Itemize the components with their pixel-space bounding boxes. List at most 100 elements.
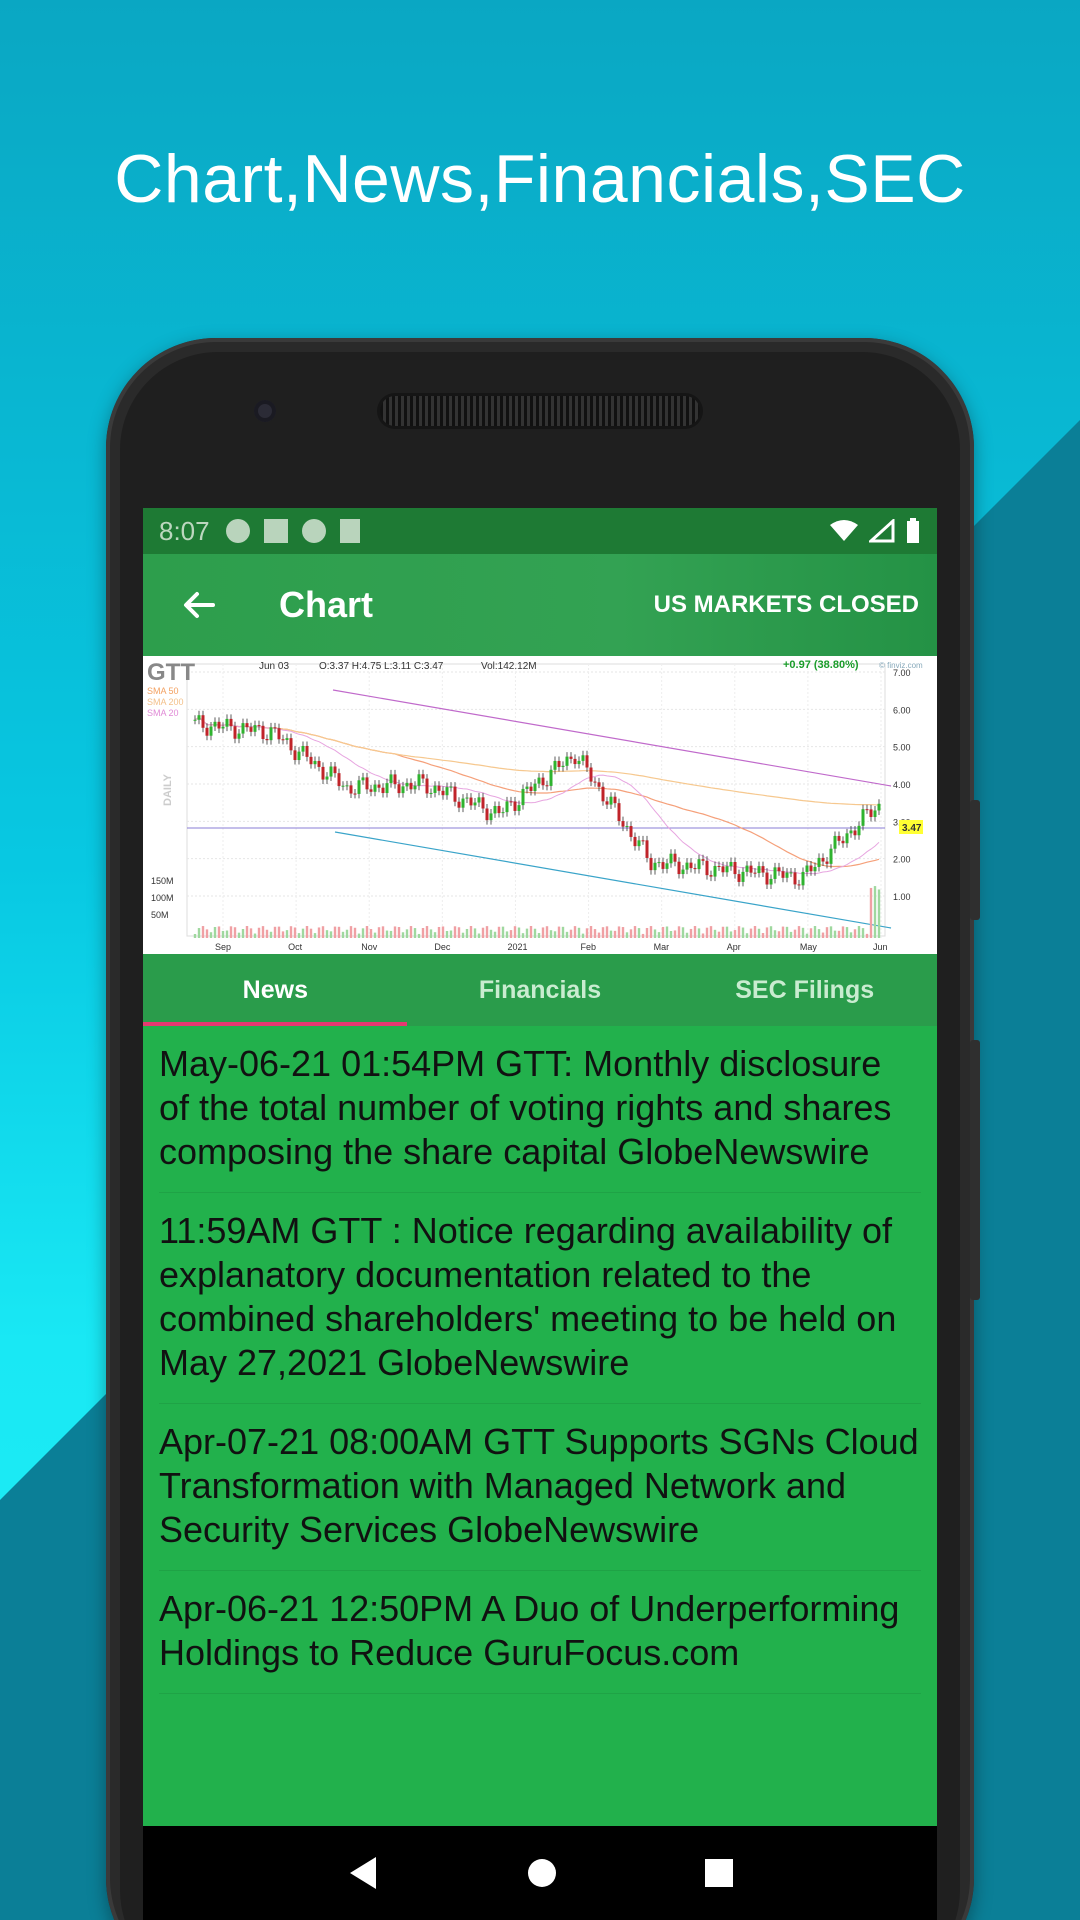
volume-bar [741, 927, 745, 938]
volume-bar [441, 926, 445, 938]
candle [805, 865, 809, 872]
candle [229, 718, 233, 727]
phone-screen: 8:07 Chart US MARKETS CLOSED [143, 508, 937, 1920]
candle [661, 862, 665, 869]
candle [541, 777, 545, 786]
candle [777, 867, 781, 872]
sync-icon [301, 519, 326, 543]
volume-bar [753, 926, 757, 938]
volume-bar [729, 931, 733, 938]
nav-back-icon[interactable] [346, 1855, 380, 1891]
volume-bar [777, 931, 781, 938]
candle [353, 793, 357, 795]
candle [257, 725, 261, 727]
candle [429, 792, 433, 794]
news-item[interactable]: 11:59AM GTT : Notice regarding availabil… [159, 1193, 921, 1404]
candle [685, 862, 689, 870]
volume-bar [217, 926, 221, 938]
candle [237, 733, 241, 739]
volume-bar [641, 933, 645, 938]
volume-bar [873, 886, 877, 938]
sma-200-label: SMA 200 [147, 697, 184, 707]
volume-bar [209, 932, 213, 938]
volume-bar [361, 928, 365, 938]
candle [417, 774, 421, 786]
sd-card-icon [339, 519, 360, 543]
back-arrow-icon[interactable] [179, 585, 219, 625]
system-nav-bar [143, 1826, 937, 1920]
candle [565, 756, 569, 766]
volume-bar [609, 930, 613, 938]
candle [589, 767, 593, 782]
candle [645, 840, 649, 858]
volume-bar [341, 931, 345, 938]
volume-bar [581, 933, 585, 938]
volume-bar [801, 927, 805, 938]
candle [733, 862, 737, 875]
volume-bar [713, 929, 717, 938]
candle [653, 862, 657, 871]
volume-bar [273, 926, 277, 938]
volume-bar [573, 926, 577, 938]
candle [333, 766, 337, 774]
nav-home-icon[interactable] [525, 1856, 559, 1890]
phone-volume-button [970, 800, 980, 920]
news-item[interactable]: Apr-06-21 12:50PM A Duo of Underperformi… [159, 1571, 921, 1694]
nav-recents-icon[interactable] [704, 1858, 734, 1888]
candle [261, 725, 265, 739]
candle [205, 727, 209, 736]
news-item[interactable]: Apr-07-21 08:00AM GTT Supports SGNs Clou… [159, 1404, 921, 1571]
candle [709, 875, 713, 877]
news-list: May-06-21 01:54PM GTT: Monthly disclosur… [143, 1026, 937, 1694]
candle [265, 738, 269, 741]
volume-bar [817, 929, 821, 938]
volume-bar [301, 928, 305, 938]
volume-bar [261, 926, 265, 938]
volume-bar [461, 932, 465, 938]
news-item[interactable]: May-06-21 01:54PM GTT: Monthly disclosur… [159, 1026, 921, 1193]
candle [297, 751, 301, 761]
candle [209, 726, 213, 736]
y-tick-label: 7.00 [893, 668, 911, 678]
tab-financials[interactable]: Financials [478, 975, 602, 1004]
candle [769, 878, 773, 885]
volume-bar [333, 926, 337, 938]
candle [253, 725, 257, 732]
candle [861, 809, 865, 826]
tab-news[interactable]: News [242, 975, 308, 1004]
candle [381, 787, 385, 794]
tab-bar: News Financials SEC Filings [143, 954, 937, 1026]
candle [785, 872, 789, 878]
candle [693, 868, 697, 870]
y-tick-label: 2.00 [893, 855, 911, 865]
stock-chart[interactable]: GTT Jun 03 O:3.37 H:4.75 L:3.11 C:3.47 V… [143, 656, 937, 954]
candle [453, 786, 457, 802]
volume-bar [565, 931, 569, 938]
volume-bar [797, 926, 801, 938]
volume-bar [297, 933, 301, 938]
volume-bar [309, 928, 313, 938]
volume-bar [501, 926, 505, 938]
candle [857, 825, 861, 836]
settings-icon [225, 519, 250, 543]
tab-sec-filings[interactable]: SEC Filings [735, 975, 875, 1004]
candle [341, 785, 345, 787]
y-tick-label: 4.00 [893, 780, 911, 790]
volume-bar [597, 932, 601, 938]
volume-bar [785, 926, 789, 938]
candle [553, 760, 557, 770]
candle [549, 769, 553, 786]
volume-bar [249, 928, 253, 938]
x-tick-label: Dec [434, 942, 451, 952]
candle [573, 758, 577, 765]
candle [677, 861, 681, 875]
volume-bar [405, 929, 409, 938]
volume-bar [349, 926, 353, 938]
volume-bar [701, 933, 705, 938]
volume-bar [385, 930, 389, 938]
candle [537, 777, 541, 784]
volume-bar [841, 926, 845, 938]
volume-bar [617, 926, 621, 938]
candle [313, 760, 317, 765]
status-time: 8:07 [159, 515, 210, 546]
